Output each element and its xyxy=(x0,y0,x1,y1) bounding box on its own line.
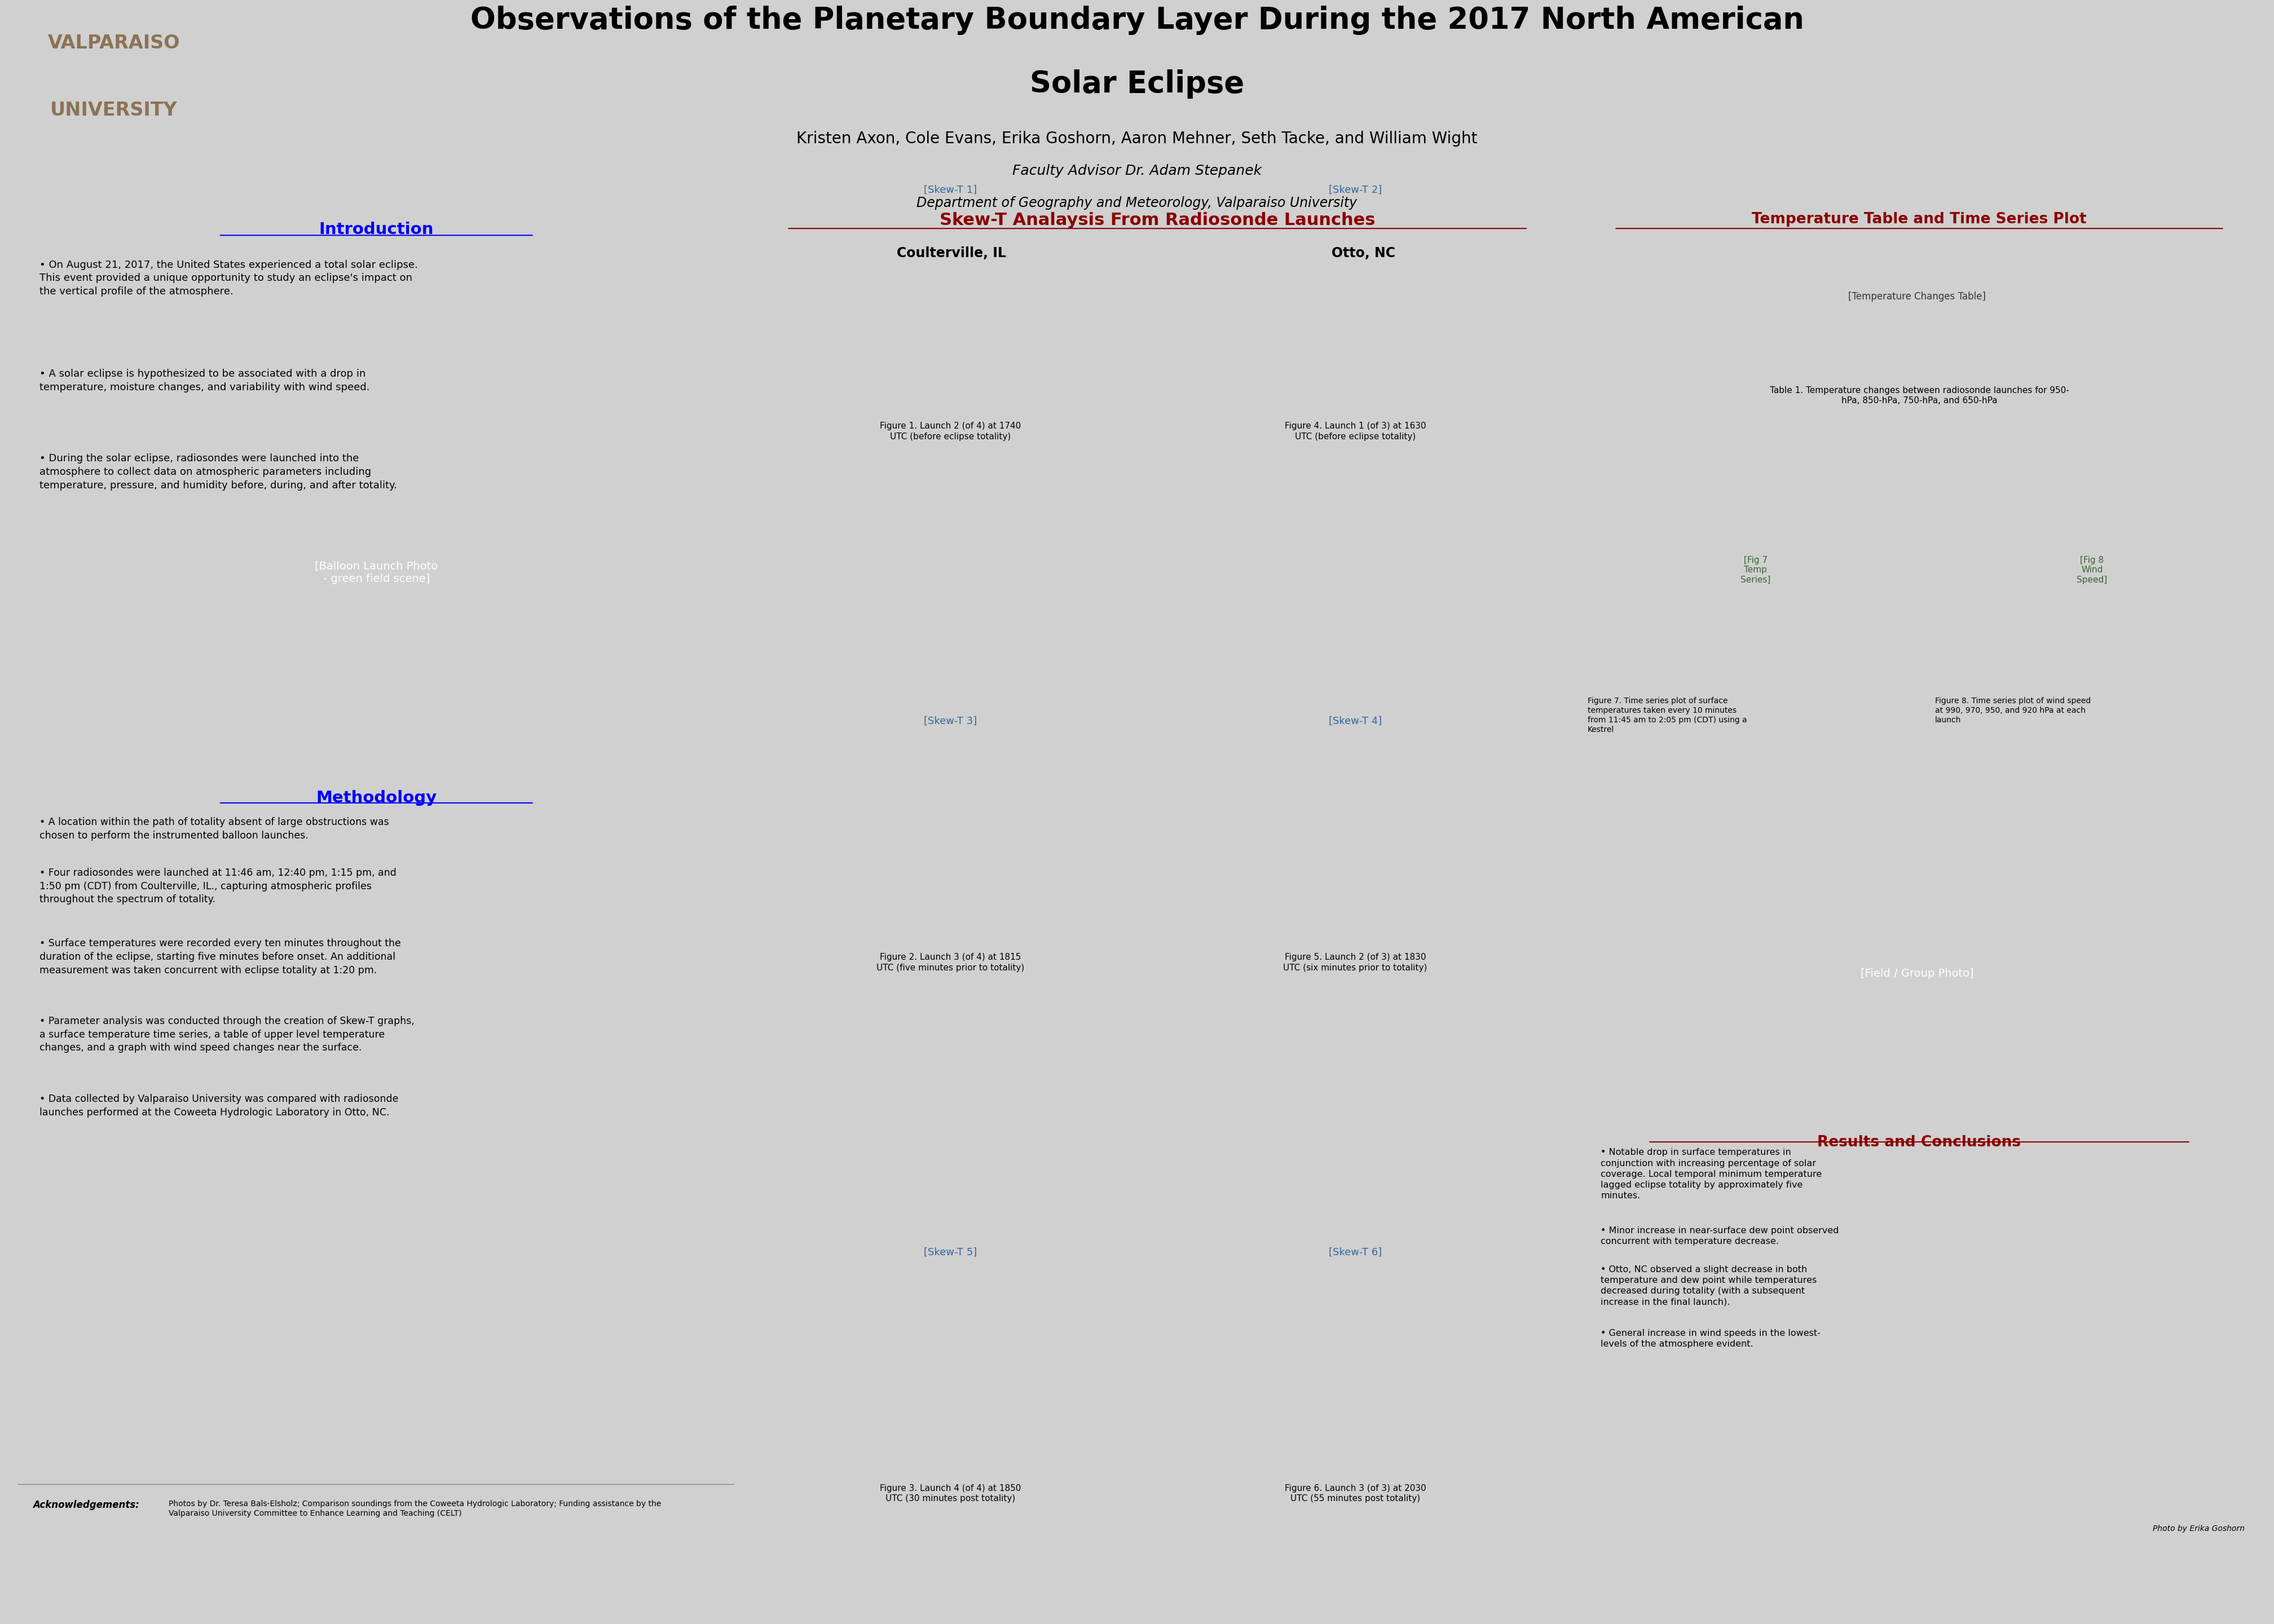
Text: Results and Conclusions: Results and Conclusions xyxy=(1817,1135,2022,1150)
Text: Figure 8. Time series plot of wind speed
at 990, 970, 950, and 920 hPa at each
l: Figure 8. Time series plot of wind speed… xyxy=(1935,697,2090,724)
Text: Faculty Advisor Dr. Adam Stepanek: Faculty Advisor Dr. Adam Stepanek xyxy=(1012,164,1262,179)
Text: Skew-T Analaysis From Radiosonde Launches: Skew-T Analaysis From Radiosonde Launche… xyxy=(939,213,1376,229)
Text: [Fig 8
Wind
Speed]: [Fig 8 Wind Speed] xyxy=(2076,555,2108,585)
Text: • Data collected by Valparaiso University was compared with radiosonde
launches : • Data collected by Valparaiso Universit… xyxy=(39,1095,398,1117)
Text: Table 1. Temperature changes between radiosonde launches for 950-
hPa, 850-hPa, : Table 1. Temperature changes between rad… xyxy=(1769,387,2069,404)
Text: • Parameter analysis was conducted through the creation of Skew-T graphs,
a surf: • Parameter analysis was conducted throu… xyxy=(39,1017,414,1052)
Text: [Skew-T 3]: [Skew-T 3] xyxy=(923,716,978,726)
Text: Figure 7. Time series plot of surface
temperatures taken every 10 minutes
from 1: Figure 7. Time series plot of surface te… xyxy=(1587,697,1746,734)
Text: Photo by Erika Goshorn: Photo by Erika Goshorn xyxy=(2153,1525,2244,1533)
Text: • Four radiosondes were launched at 11:46 am, 12:40 pm, 1:15 pm, and
1:50 pm (CD: • Four radiosondes were launched at 11:4… xyxy=(39,867,396,905)
Text: • On August 21, 2017, the United States experienced a total solar eclipse.
This : • On August 21, 2017, the United States … xyxy=(39,260,418,297)
Text: Figure 1. Launch 2 (of 4) at 1740
UTC (before eclipse totality): Figure 1. Launch 2 (of 4) at 1740 UTC (b… xyxy=(880,422,1021,440)
Text: Otto, NC: Otto, NC xyxy=(1330,247,1396,260)
Text: VALPARAISO: VALPARAISO xyxy=(48,34,180,52)
Text: Acknowledgements:: Acknowledgements: xyxy=(32,1499,139,1510)
Text: Methodology: Methodology xyxy=(316,791,437,806)
Text: Coulterville, IL: Coulterville, IL xyxy=(896,247,1007,260)
Text: [Temperature Changes Table]: [Temperature Changes Table] xyxy=(1849,291,1985,302)
Text: UNIVERSITY: UNIVERSITY xyxy=(50,101,177,120)
Text: • Surface temperatures were recorded every ten minutes throughout the
duration o: • Surface temperatures were recorded eve… xyxy=(39,939,400,976)
Text: • General increase in wind speeds in the lowest-
levels of the atmosphere eviden: • General increase in wind speeds in the… xyxy=(1601,1328,1821,1348)
Text: [Skew-T 1]: [Skew-T 1] xyxy=(923,185,978,195)
Text: Solar Eclipse: Solar Eclipse xyxy=(1030,70,1244,99)
Text: Observations of the Planetary Boundary Layer During the 2017 North American: Observations of the Planetary Boundary L… xyxy=(471,5,1803,36)
Text: Kristen Axon, Cole Evans, Erika Goshorn, Aaron Mehner, Seth Tacke, and William W: Kristen Axon, Cole Evans, Erika Goshorn,… xyxy=(796,130,1478,146)
Text: [Skew-T 5]: [Skew-T 5] xyxy=(923,1247,978,1257)
Text: Department of Geography and Meteorology, Valparaiso University: Department of Geography and Meteorology,… xyxy=(916,197,1358,209)
Text: • Notable drop in surface temperatures in
conjunction with increasing percentage: • Notable drop in surface temperatures i… xyxy=(1601,1148,1821,1200)
Text: • A location within the path of totality absent of large obstructions was
chosen: • A location within the path of totality… xyxy=(39,817,389,841)
Text: Figure 6. Launch 3 (of 3) at 2030
UTC (55 minutes post totality): Figure 6. Launch 3 (of 3) at 2030 UTC (5… xyxy=(1285,1484,1426,1502)
Text: • During the solar eclipse, radiosondes were launched into the
atmosphere to col: • During the solar eclipse, radiosondes … xyxy=(39,453,398,490)
Text: Figure 5. Launch 2 (of 3) at 1830
UTC (six minutes prior to totality): Figure 5. Launch 2 (of 3) at 1830 UTC (s… xyxy=(1283,953,1428,971)
Text: Temperature Table and Time Series Plot: Temperature Table and Time Series Plot xyxy=(1751,213,2088,227)
Text: [Skew-T 6]: [Skew-T 6] xyxy=(1328,1247,1383,1257)
Text: Figure 4. Launch 1 (of 3) at 1630
UTC (before eclipse totality): Figure 4. Launch 1 (of 3) at 1630 UTC (b… xyxy=(1285,422,1426,440)
Text: • Minor increase in near-surface dew point observed
concurrent with temperature : • Minor increase in near-surface dew poi… xyxy=(1601,1226,1840,1246)
Text: • A solar eclipse is hypothesized to be associated with a drop in
temperature, m: • A solar eclipse is hypothesized to be … xyxy=(39,369,371,393)
Text: Figure 3. Launch 4 (of 4) at 1850
UTC (30 minutes post totality): Figure 3. Launch 4 (of 4) at 1850 UTC (3… xyxy=(880,1484,1021,1502)
Text: [Fig 7
Temp
Series]: [Fig 7 Temp Series] xyxy=(1740,555,1771,585)
Text: [Balloon Launch Photo
- green field scene]: [Balloon Launch Photo - green field scen… xyxy=(314,560,439,585)
Text: [Field / Group Photo]: [Field / Group Photo] xyxy=(1860,968,1974,979)
Text: Introduction: Introduction xyxy=(318,221,434,237)
Text: • Otto, NC observed a slight decrease in both
temperature and dew point while te: • Otto, NC observed a slight decrease in… xyxy=(1601,1265,1817,1306)
Text: Photos by Dr. Teresa Bals-Elsholz; Comparison soundings from the Coweeta Hydrolo: Photos by Dr. Teresa Bals-Elsholz; Compa… xyxy=(168,1499,662,1517)
Text: [Skew-T 2]: [Skew-T 2] xyxy=(1328,185,1383,195)
Text: Figure 2. Launch 3 (of 4) at 1815
UTC (five minutes prior to totality): Figure 2. Launch 3 (of 4) at 1815 UTC (f… xyxy=(875,953,1026,971)
Text: [Skew-T 4]: [Skew-T 4] xyxy=(1328,716,1383,726)
